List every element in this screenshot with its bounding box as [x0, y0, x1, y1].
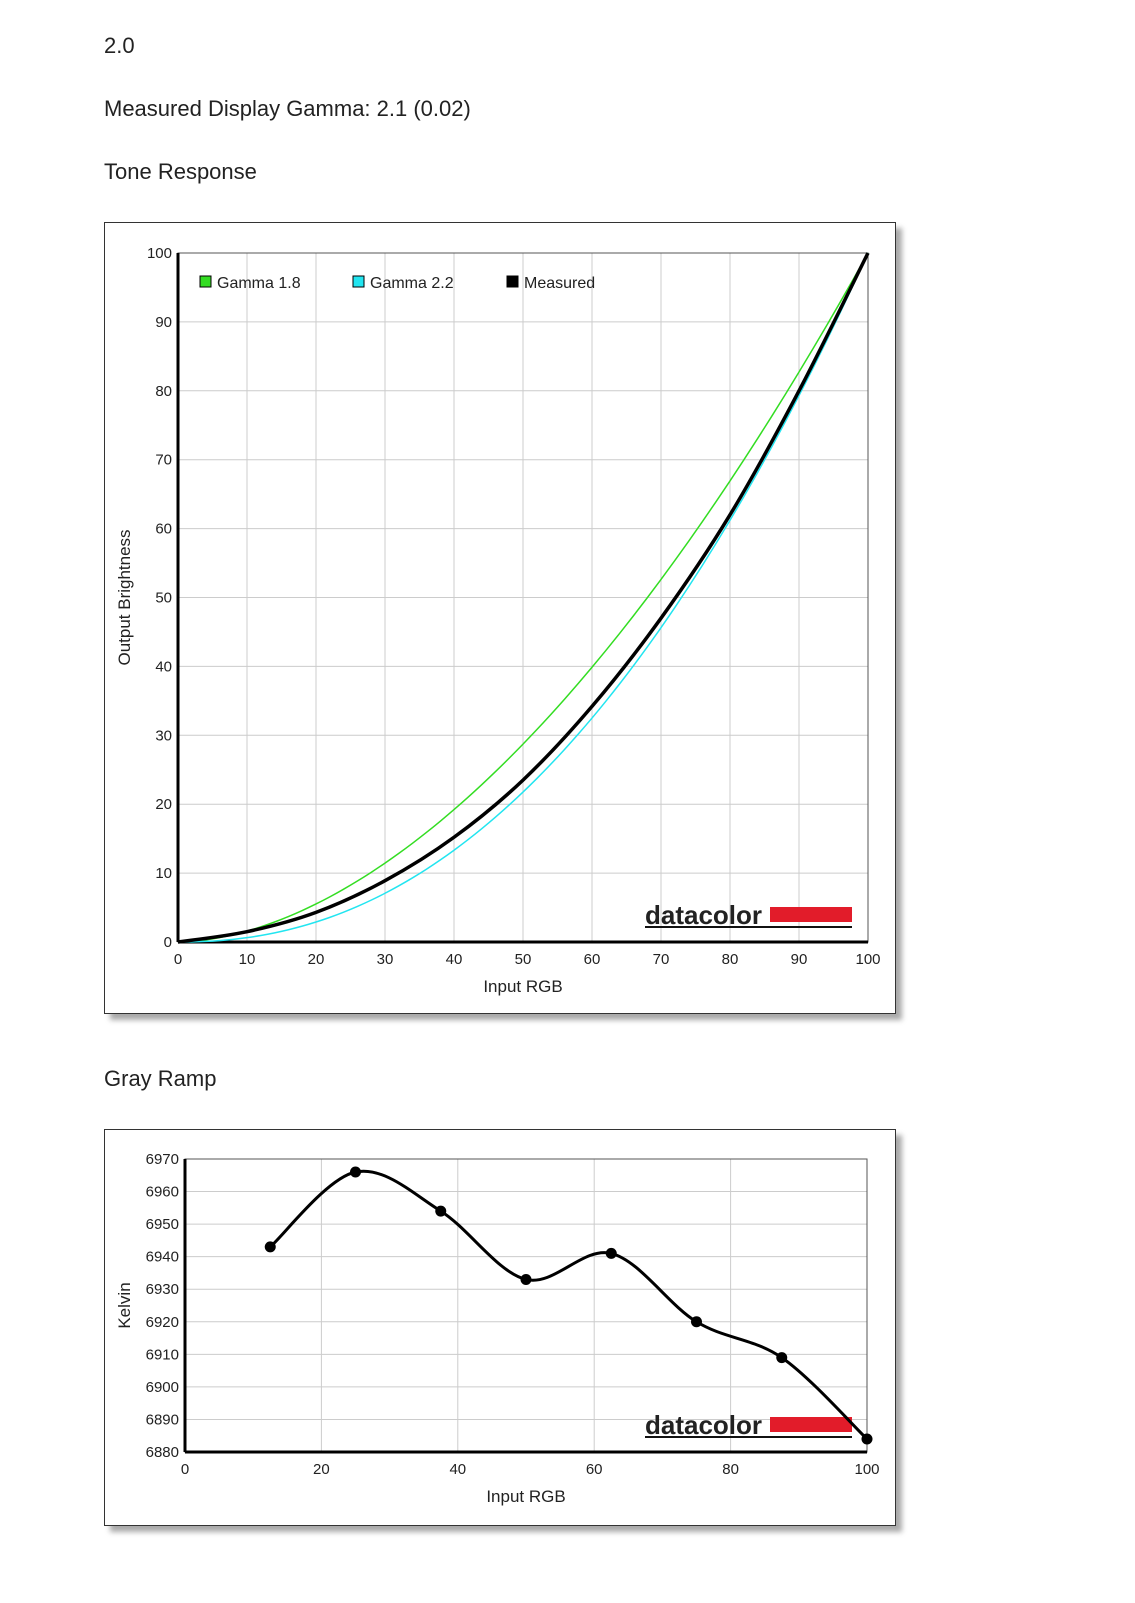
- data-point: [264, 1241, 276, 1253]
- y-tick-label: 6930: [146, 1281, 179, 1298]
- data-point: [776, 1352, 788, 1364]
- data-point: [691, 1316, 702, 1328]
- x-tick-label: 0: [181, 1461, 189, 1478]
- x-tick-label: 50: [515, 951, 532, 968]
- y-axis-label: Output Brightness: [115, 529, 134, 665]
- y-axis-label: Kelvin: [115, 1282, 134, 1328]
- x-tick-label: 80: [722, 1461, 739, 1478]
- y-tick-label: 50: [155, 590, 172, 607]
- x-tick-label: 70: [653, 951, 670, 968]
- datacolor-logo-bar: [770, 907, 852, 922]
- y-tick-label: 6940: [146, 1249, 179, 1266]
- legend-label: Gamma 1.8: [217, 275, 301, 292]
- y-tick-label: 10: [155, 865, 172, 882]
- y-tick-label: 6950: [146, 1216, 179, 1233]
- gray-ramp-heading: Gray Ramp: [104, 1066, 217, 1091]
- data-point: [605, 1247, 617, 1259]
- y-tick-label: 6890: [146, 1411, 179, 1428]
- x-tick-label: 100: [855, 951, 880, 968]
- y-tick-label: 6880: [146, 1444, 179, 1461]
- datacolor-logo-bar: [770, 1417, 852, 1432]
- x-tick-label: 40: [446, 951, 463, 968]
- y-tick-label: 0: [164, 934, 172, 951]
- y-tick-label: 30: [155, 727, 172, 744]
- legend-label: Measured: [524, 275, 595, 292]
- x-tick-label: 20: [308, 951, 325, 968]
- series-line-kelvin: [269, 1169, 869, 1441]
- legend-swatch: [352, 275, 365, 288]
- gray-ramp-chart: 0 20 40 60 80 100 6880 6890 6900 6910 6920 6930 6940…: [104, 1129, 896, 1526]
- x-tick-label: 10: [239, 951, 256, 968]
- gamma-summary: Measured Display Gamma: 2.1 (0.02): [104, 96, 471, 121]
- y-tick-label: 60: [155, 521, 172, 538]
- x-tick-label: 80: [722, 951, 739, 968]
- x-tick-label: 60: [584, 951, 601, 968]
- x-tick-label: 20: [313, 1461, 330, 1478]
- series-line-gamma-1-8: [177, 252, 869, 943]
- x-tick-label: 40: [449, 1461, 466, 1478]
- x-axis-label: Input RGB: [483, 977, 562, 996]
- legend-label: Gamma 2.2: [370, 275, 454, 292]
- y-tick-label: 70: [155, 452, 172, 469]
- data-point: [861, 1433, 873, 1445]
- y-tick-label: 80: [155, 383, 172, 400]
- version-text: 2.0: [104, 33, 135, 58]
- datacolor-logo: datacolor: [645, 1410, 762, 1440]
- y-tick-label: 20: [155, 796, 172, 813]
- legend-swatch: [506, 275, 519, 288]
- tone-response-chart: 0 10 20 30 40 50 60 70 80 90 100 0 10 20 30 40 50 60 70 80 9…: [104, 222, 896, 1014]
- series-line-gamma-2-2: [177, 252, 869, 943]
- x-tick-label: 0: [174, 951, 182, 968]
- series-line-measured: [177, 252, 870, 944]
- y-tick-label: 100: [147, 245, 172, 262]
- data-point: [350, 1166, 361, 1178]
- tone-response-heading: Tone Response: [104, 159, 257, 184]
- legend-swatch: [199, 275, 212, 288]
- y-tick-label: 90: [155, 314, 172, 331]
- x-tick-label: 60: [586, 1461, 603, 1478]
- data-point: [520, 1273, 532, 1285]
- data-point: [435, 1205, 447, 1217]
- y-tick-label: 6900: [146, 1379, 179, 1396]
- y-tick-label: 6910: [146, 1346, 179, 1363]
- y-tick-label: 6960: [146, 1184, 179, 1201]
- y-tick-label: 6920: [146, 1314, 179, 1331]
- x-tick-label: 30: [377, 951, 394, 968]
- x-tick-label: 100: [854, 1461, 879, 1478]
- x-tick-label: 90: [791, 951, 808, 968]
- y-tick-label: 6970: [146, 1151, 179, 1168]
- plot-frame: [184, 1158, 868, 1453]
- y-tick-label: 40: [155, 658, 172, 675]
- x-axis-label: Input RGB: [486, 1487, 565, 1506]
- datacolor-logo: datacolor: [645, 900, 762, 930]
